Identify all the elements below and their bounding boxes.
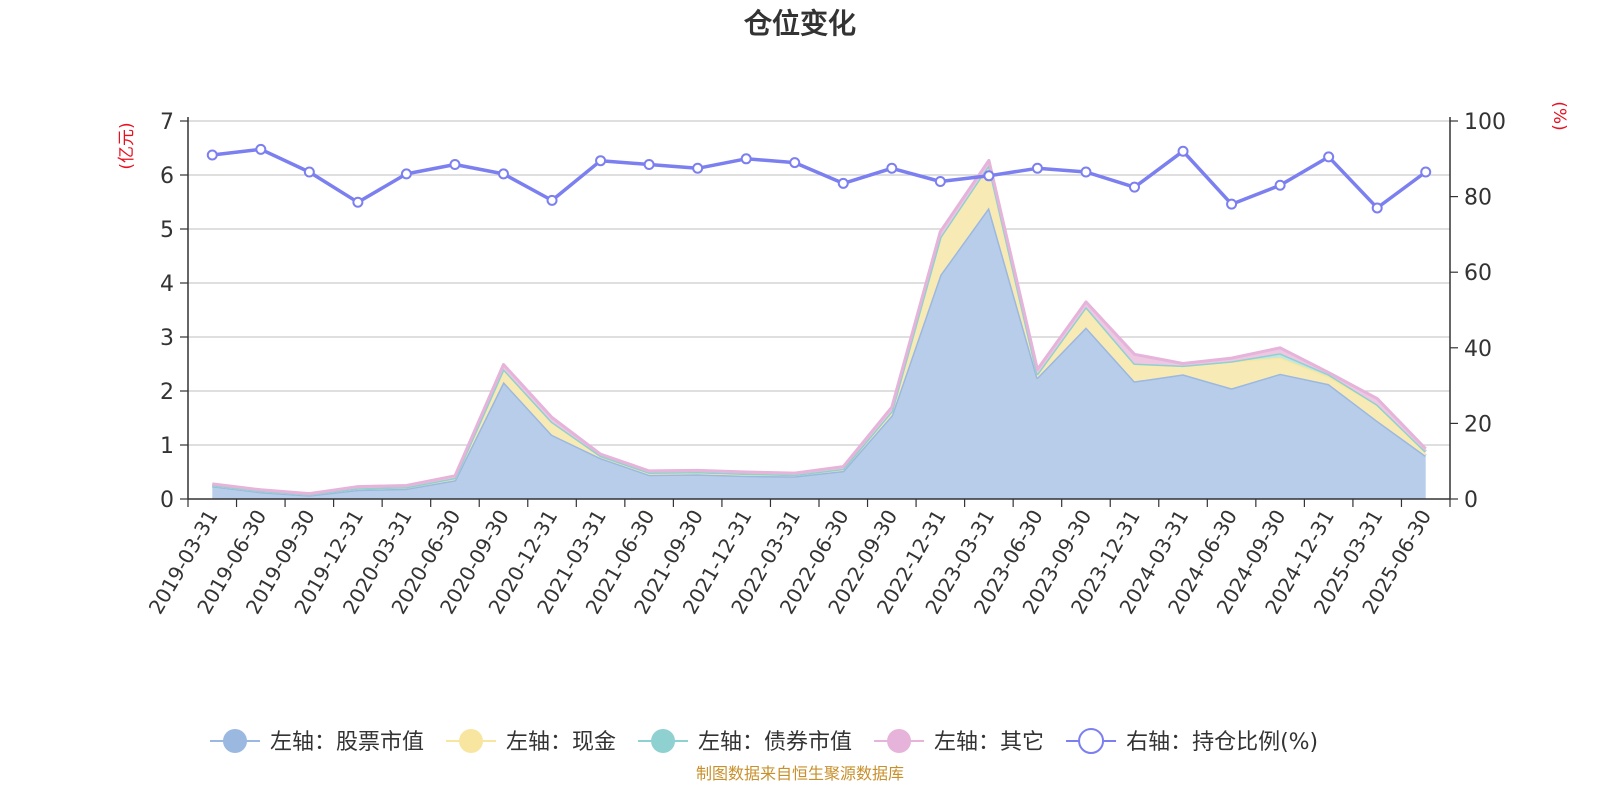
legend-label: 右轴：持仓比例(%): [1126, 730, 1318, 755]
ratio-point: [740, 153, 752, 165]
left-tick-label: 0: [160, 488, 174, 513]
legend-marker: [223, 729, 247, 753]
left-tick-label: 7: [160, 110, 174, 135]
left-tick-label: 1: [160, 434, 174, 459]
legend-marker: [887, 729, 912, 753]
ratio-point: [206, 149, 218, 161]
legend-label: 左轴：债券市值: [698, 730, 852, 755]
right-axis-unit: (%): [1549, 101, 1569, 130]
stacked-areas: [212, 158, 1427, 499]
ratio-point: [1129, 181, 1140, 193]
left-tick-label: 3: [160, 326, 174, 351]
left-axis-unit: (亿元): [117, 122, 137, 169]
ratio-point: [449, 158, 461, 170]
position-ratio-line: [206, 143, 1432, 214]
right-tick-label: 100: [1464, 110, 1506, 135]
ratio-point: [1080, 166, 1092, 178]
legend-marker: [459, 729, 484, 753]
legend-item: 右轴：持仓比例(%): [1066, 728, 1318, 755]
ratio-point: [692, 162, 704, 174]
ratio-point: [400, 168, 412, 180]
right-tick-label: 60: [1464, 261, 1492, 286]
left-tick-label: 2: [160, 380, 174, 405]
ratio-point: [498, 168, 509, 180]
ratio-point: [303, 166, 315, 178]
legend-marker: [1078, 728, 1105, 754]
ratio-point: [352, 196, 364, 208]
legend-item: 左轴：其它: [874, 729, 1044, 755]
area-edge-4: [212, 158, 1427, 496]
right-tick-label: 20: [1464, 412, 1492, 437]
ratio-point: [1226, 198, 1238, 210]
legend-item: 左轴：股票市值: [210, 729, 424, 755]
ratio-point: [837, 177, 849, 189]
right-tick-label: 40: [1464, 337, 1492, 362]
area-1: [212, 207, 1426, 499]
legend-marker: [651, 729, 676, 753]
ratio-point: [546, 194, 558, 206]
left-tick-label: 5: [160, 218, 174, 243]
legend: 左轴：股票市值 左轴：现金 左轴：债券市值 左轴：其它 右轴：持仓比例(%): [210, 728, 1318, 755]
grid: [188, 120, 1450, 446]
legend-item: 左轴：债券市值: [638, 729, 852, 755]
ratio-point: [1274, 179, 1286, 191]
legend-item: 左轴：现金: [446, 729, 616, 755]
left-tick-label: 4: [160, 272, 174, 297]
ratio-point: [255, 143, 267, 155]
ratio-point: [595, 155, 607, 167]
ratio-point: [1177, 145, 1189, 157]
legend-label: 左轴：其它: [934, 730, 1044, 755]
legend-label: 左轴：股票市值: [270, 730, 424, 755]
ratio-point: [983, 170, 995, 182]
legend-label: 左轴：现金: [506, 730, 616, 755]
ratio-point: [1420, 166, 1432, 178]
ratio-point: [886, 162, 898, 174]
ratio-line: [212, 147, 1427, 210]
right-tick-label: 80: [1464, 186, 1492, 211]
ratio-point: [1371, 202, 1383, 214]
ratio-point: [1323, 151, 1335, 163]
chart-title: 仓位变化: [744, 7, 856, 40]
ratio-point: [1031, 162, 1043, 174]
left-tick-label: 6: [160, 164, 174, 189]
ratio-point: [789, 157, 801, 169]
ratio-point: [934, 175, 946, 187]
source-note: 制图数据来自恒生聚源数据库: [696, 764, 904, 783]
ratio-point: [643, 158, 655, 170]
right-tick-label: 0: [1464, 488, 1478, 513]
